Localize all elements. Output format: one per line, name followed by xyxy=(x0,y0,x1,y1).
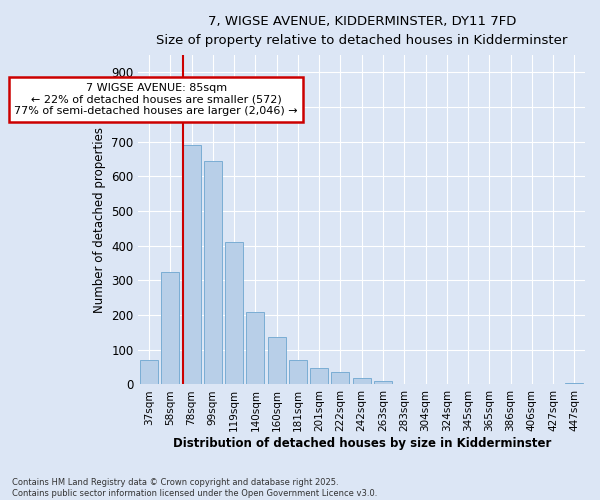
Bar xyxy=(331,372,349,384)
Bar xyxy=(353,378,371,384)
Bar xyxy=(140,360,158,384)
Text: 7 WIGSE AVENUE: 85sqm
← 22% of detached houses are smaller (572)
77% of semi-det: 7 WIGSE AVENUE: 85sqm ← 22% of detached … xyxy=(14,83,298,116)
Bar xyxy=(204,161,222,384)
Text: Contains HM Land Registry data © Crown copyright and database right 2025.
Contai: Contains HM Land Registry data © Crown c… xyxy=(12,478,377,498)
Y-axis label: Number of detached properties: Number of detached properties xyxy=(93,127,106,313)
X-axis label: Distribution of detached houses by size in Kidderminster: Distribution of detached houses by size … xyxy=(173,437,551,450)
Bar xyxy=(289,360,307,384)
Title: 7, WIGSE AVENUE, KIDDERMINSTER, DY11 7FD
Size of property relative to detached h: 7, WIGSE AVENUE, KIDDERMINSTER, DY11 7FD… xyxy=(156,15,568,47)
Bar xyxy=(565,382,583,384)
Bar xyxy=(225,242,243,384)
Bar xyxy=(374,381,392,384)
Bar xyxy=(247,312,265,384)
Bar xyxy=(310,368,328,384)
Bar xyxy=(182,145,200,384)
Bar xyxy=(268,337,286,384)
Bar xyxy=(161,272,179,384)
